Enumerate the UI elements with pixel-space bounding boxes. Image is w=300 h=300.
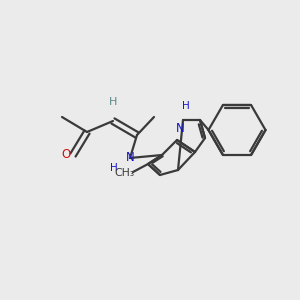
Text: H: H (110, 163, 118, 173)
Text: O: O (61, 148, 70, 161)
Text: N: N (176, 122, 184, 135)
Text: H: H (109, 97, 117, 107)
Text: CH₃: CH₃ (114, 169, 134, 178)
Text: N: N (126, 151, 135, 164)
Text: H: H (182, 101, 189, 111)
